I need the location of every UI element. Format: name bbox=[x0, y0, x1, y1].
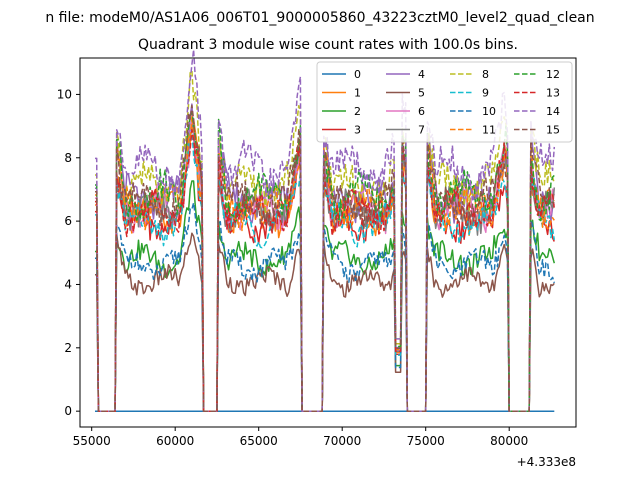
legend-label-13: 13 bbox=[546, 87, 560, 100]
series-15-line bbox=[95, 104, 555, 412]
legend-label-4: 4 bbox=[418, 68, 425, 81]
legend-label-14: 14 bbox=[546, 105, 560, 118]
plot-frame bbox=[79, 57, 577, 428]
legend-label-6: 6 bbox=[418, 105, 425, 118]
series-12-line bbox=[95, 111, 555, 412]
legend-label-0: 0 bbox=[354, 68, 361, 81]
legend-label-11: 11 bbox=[482, 124, 496, 137]
legend-label-9: 9 bbox=[482, 87, 489, 100]
legend-label-8: 8 bbox=[482, 68, 489, 81]
legend-label-1: 1 bbox=[354, 87, 361, 100]
x-tick-label: 65000 bbox=[240, 434, 278, 448]
series-5-line bbox=[95, 232, 555, 412]
legend-label-2: 2 bbox=[354, 105, 361, 118]
y-tick-label: 10 bbox=[57, 87, 72, 101]
legend-label-7: 7 bbox=[418, 124, 425, 137]
chart-title: Quadrant 3 module wise count rates with … bbox=[138, 37, 518, 53]
y-tick-label: 2 bbox=[64, 341, 72, 355]
legend-label-3: 3 bbox=[354, 124, 361, 137]
x-tick-label: 60000 bbox=[156, 434, 194, 448]
y-tick-label: 8 bbox=[64, 151, 72, 165]
series-9-line bbox=[95, 128, 556, 412]
y-tick-label: 0 bbox=[64, 404, 72, 418]
y-tick-label: 4 bbox=[64, 277, 72, 291]
x-tick-label: 55000 bbox=[73, 434, 111, 448]
legend-box bbox=[316, 61, 573, 143]
y-tick-label: 6 bbox=[64, 214, 72, 228]
axis-layer: 55000 60000 65000 70000 75000 80000 0 2 4 6 8 10 bbox=[57, 87, 529, 448]
x-tick-label: 70000 bbox=[323, 434, 361, 448]
series-2-line bbox=[95, 180, 556, 412]
series-layer bbox=[95, 48, 556, 412]
figure-suptitle: n file: modeM0/AS1A06_006T01_9000005860_… bbox=[45, 10, 594, 26]
legend-label-12: 12 bbox=[546, 68, 560, 81]
legend-label-5: 5 bbox=[418, 87, 425, 100]
legend-label-15: 15 bbox=[546, 124, 560, 137]
x-tick-label: 75000 bbox=[407, 434, 445, 448]
legend-label-10: 10 bbox=[482, 105, 496, 118]
x-offset-label: +4.333e8 bbox=[517, 455, 576, 469]
series-10-line bbox=[95, 202, 556, 412]
x-tick-label: 80000 bbox=[490, 434, 528, 448]
series-11-line bbox=[95, 115, 555, 412]
